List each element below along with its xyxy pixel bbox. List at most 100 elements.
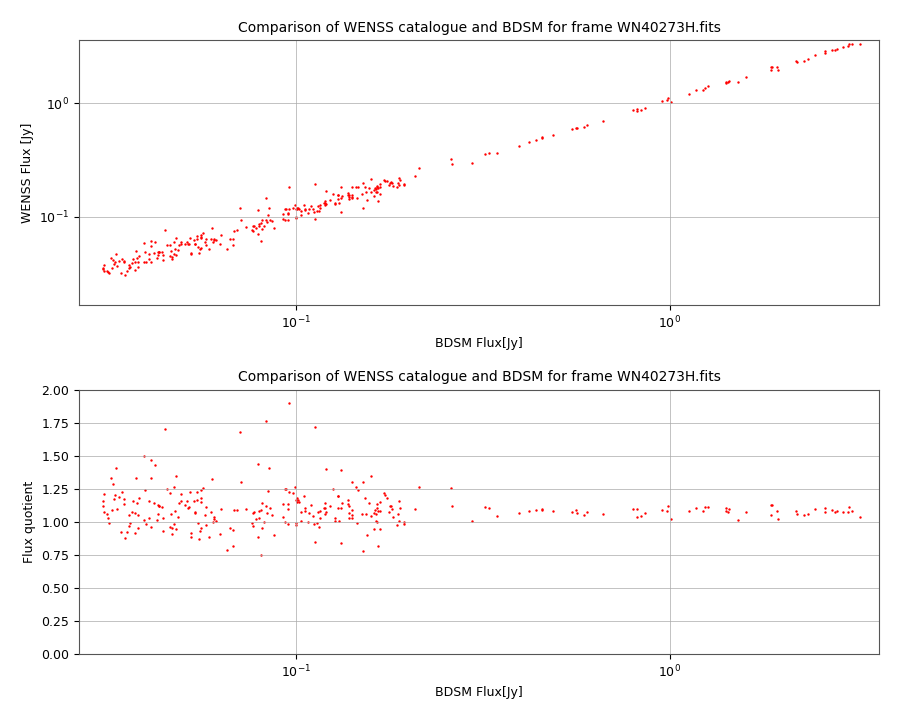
Point <box>226 240 240 251</box>
Point <box>364 174 378 185</box>
Point <box>718 503 733 514</box>
Point <box>342 193 356 204</box>
Point <box>570 122 584 134</box>
Point <box>266 529 281 541</box>
Point <box>198 501 212 513</box>
Point <box>105 479 120 490</box>
Point <box>156 512 170 523</box>
Point <box>446 500 460 512</box>
Point <box>168 505 183 516</box>
Point <box>188 238 202 249</box>
Point <box>131 261 146 272</box>
Point <box>247 220 261 232</box>
Point <box>770 61 785 73</box>
Point <box>144 472 158 484</box>
Point <box>535 132 549 143</box>
Point <box>288 481 302 492</box>
Point <box>184 233 198 244</box>
Point <box>359 186 374 198</box>
Point <box>358 181 373 193</box>
Point <box>131 509 146 521</box>
Point <box>193 243 207 255</box>
Point <box>446 158 460 169</box>
Point <box>371 540 385 552</box>
Point <box>545 130 560 141</box>
Point <box>177 499 192 510</box>
Point <box>288 199 302 211</box>
Point <box>390 520 404 531</box>
Point <box>731 514 745 526</box>
Point <box>739 506 753 518</box>
Point <box>701 81 716 92</box>
Point <box>298 503 312 514</box>
X-axis label: BDSM Flux[Jy]: BDSM Flux[Jy] <box>436 336 523 350</box>
Point <box>334 192 348 204</box>
Point <box>117 256 131 268</box>
Point <box>230 225 244 236</box>
Point <box>167 236 182 248</box>
Point <box>105 262 120 274</box>
Point <box>186 235 201 246</box>
Point <box>392 172 406 184</box>
Point <box>182 502 196 513</box>
Point <box>196 482 211 494</box>
Point <box>150 247 165 258</box>
Point <box>356 202 371 214</box>
Point <box>234 214 248 225</box>
Point <box>308 179 322 190</box>
Point <box>184 248 198 260</box>
Point <box>852 510 867 522</box>
Point <box>698 501 712 513</box>
Point <box>174 236 188 248</box>
Point <box>391 177 405 189</box>
Point <box>188 238 202 250</box>
Point <box>306 204 320 215</box>
Point <box>828 505 842 517</box>
Point <box>719 77 733 89</box>
Point <box>262 462 276 474</box>
Point <box>258 215 273 226</box>
Point <box>250 459 265 470</box>
Point <box>596 115 610 127</box>
Point <box>355 508 369 520</box>
Point <box>256 497 270 508</box>
Point <box>251 228 266 240</box>
Point <box>319 464 333 475</box>
Point <box>139 518 153 529</box>
Point <box>188 507 202 518</box>
Point <box>117 255 131 266</box>
Point <box>637 507 652 518</box>
Point <box>196 228 211 239</box>
Point <box>110 260 124 271</box>
Point <box>290 492 304 504</box>
Point <box>580 119 595 130</box>
Point <box>260 216 274 228</box>
Point <box>536 503 550 515</box>
Point <box>130 473 144 485</box>
Point <box>142 253 157 265</box>
Point <box>770 513 785 525</box>
Point <box>122 263 137 274</box>
Point <box>328 516 342 527</box>
Point <box>156 249 170 261</box>
Point <box>696 84 710 96</box>
Point <box>128 256 142 268</box>
Point <box>194 492 209 504</box>
Point <box>275 498 290 510</box>
Point <box>373 505 387 517</box>
Point <box>151 500 166 511</box>
Point <box>121 526 135 538</box>
Point <box>298 204 312 215</box>
Point <box>359 508 374 519</box>
Point <box>165 253 179 265</box>
Point <box>278 483 293 495</box>
Point <box>181 502 195 513</box>
Point <box>342 513 356 524</box>
Point <box>444 153 458 164</box>
Point <box>368 505 382 516</box>
Point <box>718 76 733 88</box>
Point <box>383 500 398 512</box>
Point <box>334 181 348 192</box>
Point <box>348 181 363 193</box>
Point <box>364 470 378 482</box>
